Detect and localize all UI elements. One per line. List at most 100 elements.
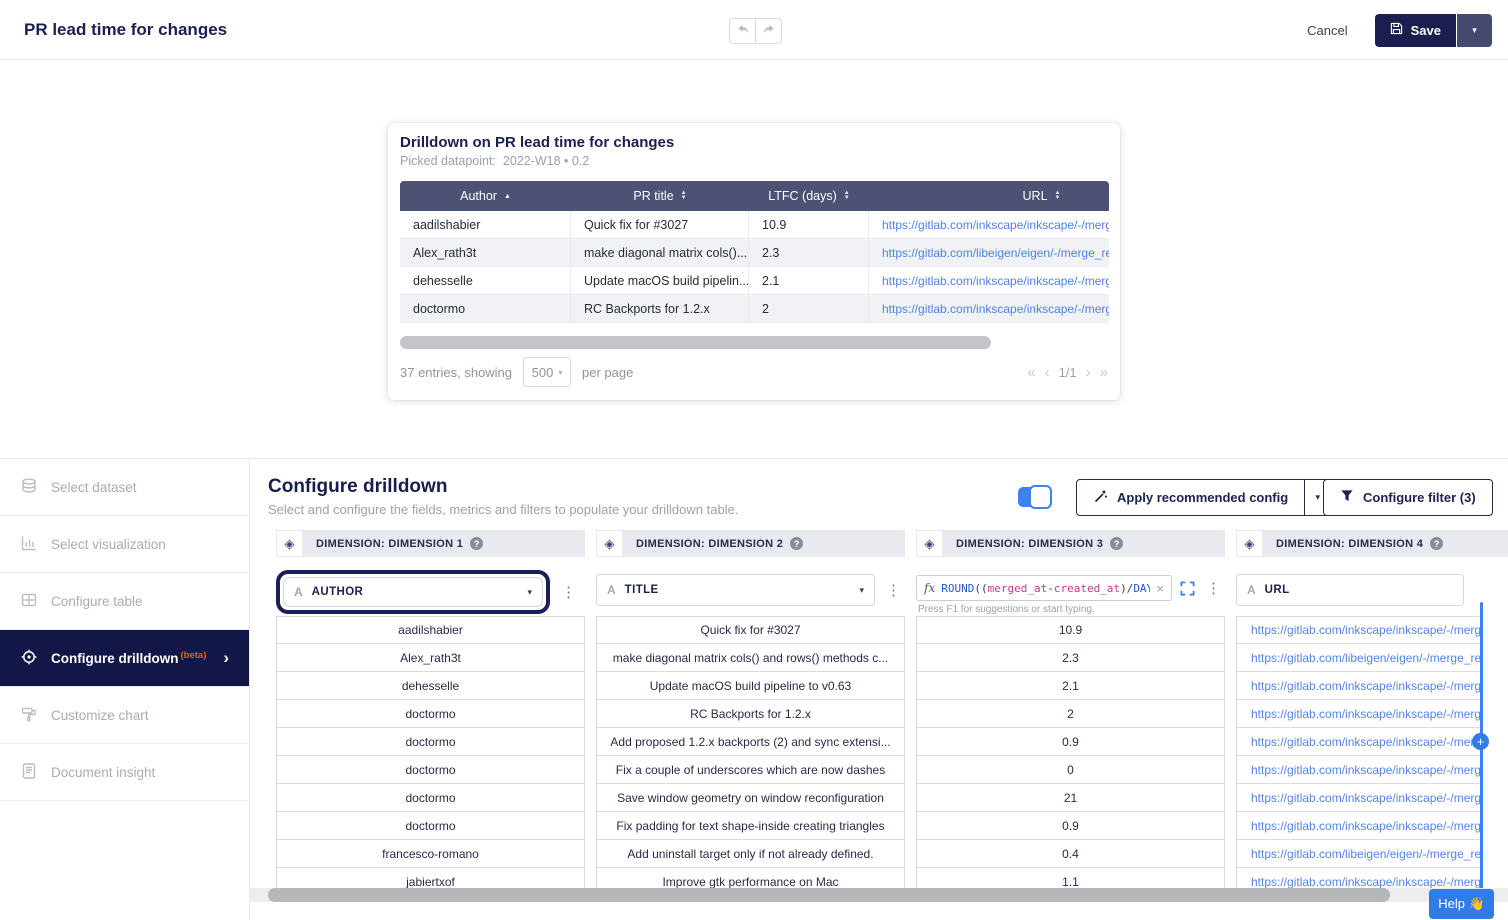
text-field-type-icon: A (1247, 583, 1256, 597)
table-horizontal-scrollbar[interactable] (400, 336, 991, 349)
dimension-1-field-select[interactable]: A AUTHOR ▾ (283, 577, 543, 607)
url-value-cell[interactable]: https://gitlab.com/libeigen/eigen/-/merg… (1236, 644, 1481, 672)
cell-url: https://gitlab.com/inkscape/inkscape/-/m… (869, 295, 1109, 322)
toggle-knob (1029, 485, 1052, 509)
column-header-author[interactable]: Author ▲ (400, 189, 571, 203)
save-button[interactable]: Save (1374, 13, 1456, 47)
beta-badge: (beta) (180, 649, 207, 661)
value-cell: RC Backports for 1.2.x (596, 700, 905, 728)
table-row[interactable]: Alex_rath3t make diagonal matrix cols().… (400, 239, 1109, 267)
help-circle-icon[interactable]: ? (1110, 537, 1124, 550)
apply-config-split-button: Apply recommended config ▾ (1076, 479, 1332, 516)
value-cell: 0.9 (916, 728, 1225, 756)
dimension-1-menu-button[interactable]: ⋮ (561, 583, 576, 601)
pagination: « ‹ 1/1 › » (1027, 364, 1108, 381)
page-size-value: 500 (531, 364, 554, 380)
sidebar-item-label: Configure drilldown (beta) (51, 649, 207, 666)
url-value-cell[interactable]: https://gitlab.com/inkscape/inkscape/-/m… (1236, 616, 1481, 644)
dimension-1-field-row: A AUTHOR ▾ ⋮ (276, 570, 585, 614)
sidebar-item-configure-drilldown[interactable]: Configure drilldown (beta) › (0, 630, 249, 687)
dimension-4-field-select[interactable]: A URL (1236, 574, 1464, 606)
pr-url-link[interactable]: https://gitlab.com/inkscape/inkscape/-/m… (882, 301, 1109, 316)
dimension-3-values: 10.9 2.3 2.1 2 0.9 0 21 0.9 0.4 1.1 (916, 616, 1225, 896)
field-name: URL (1264, 584, 1290, 596)
dimension-2-field-select[interactable]: A TITLE ▾ (596, 574, 875, 606)
panel-horizontal-scrollbar[interactable] (268, 888, 1390, 902)
cell-author: Alex_rath3t (400, 239, 571, 266)
page-size-select[interactable]: 500 ▾ (523, 357, 572, 387)
dimension-2-values: Quick fix for #3027 make diagonal matrix… (596, 616, 905, 896)
save-split-button: Save ▾ (1374, 13, 1492, 47)
entries-count: 37 entries, showing (400, 364, 513, 380)
url-value-cell[interactable]: https://gitlab.com/inkscape/inkscape/-/m… (1236, 728, 1481, 756)
clear-formula-icon[interactable]: × (1156, 580, 1164, 596)
sidebar-item-document-insight[interactable]: Document insight (0, 744, 249, 801)
filter-funnel-icon (1340, 489, 1354, 506)
formula-input[interactable]: fx ROUND((merged_at-created_at)/DAY( × (916, 575, 1172, 601)
prev-page-button[interactable]: ‹ (1044, 363, 1050, 381)
field-name: AUTHOR (311, 586, 364, 598)
expand-formula-icon[interactable] (1180, 581, 1195, 596)
next-page-button[interactable]: › (1085, 363, 1091, 381)
url-value-cell[interactable]: https://gitlab.com/inkscape/inkscape/-/m… (1236, 784, 1481, 812)
value-cell: francesco-romano (276, 840, 585, 868)
caret-down-icon: ▾ (527, 586, 532, 597)
column-header-pr-title[interactable]: PR title ▲ ▼ (571, 189, 749, 203)
dimension-icon: ◈ (277, 531, 302, 556)
cancel-button[interactable]: Cancel (1307, 22, 1348, 38)
table-row[interactable]: aadilshabier Quick fix for #3027 10.9 ht… (400, 211, 1109, 239)
help-circle-icon[interactable]: ? (470, 537, 484, 550)
dimension-4-column: ◈ DIMENSION: DIMENSION 4 ? A URL https:/… (1236, 530, 1508, 896)
caret-down-icon: ▾ (1472, 24, 1477, 35)
dimension-2-field-row: A TITLE ▾ ⋮ (596, 574, 905, 606)
cell-author: doctormo (400, 295, 571, 322)
dimension-2-column: ◈ DIMENSION: DIMENSION 2 ? A TITLE ▾ ⋮ Q… (596, 530, 905, 896)
help-button[interactable]: Help 👋 (1429, 889, 1494, 919)
picked-datapoint: Picked datapoint: 2022-W18 • 0.2 (400, 154, 589, 168)
table-row[interactable]: doctormo RC Backports for 1.2.x 2 https:… (400, 295, 1109, 323)
undo-button[interactable] (729, 18, 756, 44)
column-header-ltfc[interactable]: LTFC (days) ▲ ▼ (749, 189, 869, 203)
apply-button-label: Apply recommended config (1117, 490, 1289, 505)
picked-datapoint-value: 2022-W18 • 0.2 (502, 154, 590, 168)
value-cell: Update macOS build pipeline to v0.63 (596, 672, 905, 700)
url-value-cell[interactable]: https://gitlab.com/libeigen/eigen/-/merg… (1236, 840, 1481, 868)
url-value-cell[interactable]: https://gitlab.com/inkscape/inkscape/-/m… (1236, 700, 1481, 728)
url-value-cell[interactable]: https://gitlab.com/inkscape/inkscape/-/m… (1236, 812, 1481, 840)
formula-code: ROUND((merged_at-created_at)/DAY( (941, 581, 1151, 595)
value-cell: 2 (916, 700, 1225, 728)
paint-roller-icon (20, 705, 38, 726)
sidebar-item-configure-table[interactable]: Configure table (0, 573, 249, 630)
dimension-3-menu-button[interactable]: ⋮ (1206, 579, 1221, 597)
apply-recommended-config-button[interactable]: Apply recommended config (1076, 479, 1306, 516)
add-dimension-button[interactable]: + (1472, 733, 1489, 750)
dimension-1-column: ◈ DIMENSION: DIMENSION 1 ? A AUTHOR ▾ ⋮ … (276, 530, 585, 896)
value-cell: make diagonal matrix cols() and rows() m… (596, 644, 905, 672)
dimension-3-formula-row: fx ROUND((merged_at-created_at)/DAY( × ⋮ (916, 574, 1225, 602)
highlight-ring: A AUTHOR ▾ (276, 570, 550, 614)
save-options-dropdown[interactable]: ▾ (1457, 13, 1492, 47)
drilldown-card-title: Drilldown on PR lead time for changes (400, 134, 675, 151)
url-value-cell[interactable]: https://gitlab.com/inkscape/inkscape/-/m… (1236, 756, 1481, 784)
bar-chart-icon (20, 534, 38, 555)
sidebar-item-select-dataset[interactable]: Select dataset (0, 459, 249, 516)
table-row[interactable]: dehesselle Update macOS build pipelin...… (400, 267, 1109, 295)
drilldown-enabled-toggle[interactable] (1018, 485, 1052, 509)
sidebar-item-select-visualization[interactable]: Select visualization (0, 516, 249, 573)
url-value-cell[interactable]: https://gitlab.com/inkscape/inkscape/-/m… (1236, 672, 1481, 700)
last-page-button[interactable]: » (1099, 363, 1108, 381)
help-circle-icon[interactable]: ? (790, 537, 804, 550)
value-cell: 21 (916, 784, 1225, 812)
pr-url-link[interactable]: https://gitlab.com/inkscape/inkscape/-/m… (882, 273, 1109, 288)
pr-url-link[interactable]: https://gitlab.com/inkscape/inkscape/-/m… (882, 217, 1109, 232)
dimension-2-menu-button[interactable]: ⋮ (886, 581, 901, 599)
sidebar-item-customize-chart[interactable]: Customize chart (0, 687, 249, 744)
help-circle-icon[interactable]: ? (1430, 537, 1444, 550)
page-indicator: 1/1 (1058, 364, 1077, 380)
pr-url-link[interactable]: https://gitlab.com/libeigen/eigen/-/merg… (882, 245, 1109, 260)
column-header-url[interactable]: URL ▲ ▼ (869, 189, 1109, 203)
configure-filter-button[interactable]: Configure filter (3) (1323, 479, 1493, 516)
redo-button[interactable] (755, 18, 782, 44)
first-page-button[interactable]: « (1027, 363, 1036, 381)
redo-icon (761, 21, 777, 42)
